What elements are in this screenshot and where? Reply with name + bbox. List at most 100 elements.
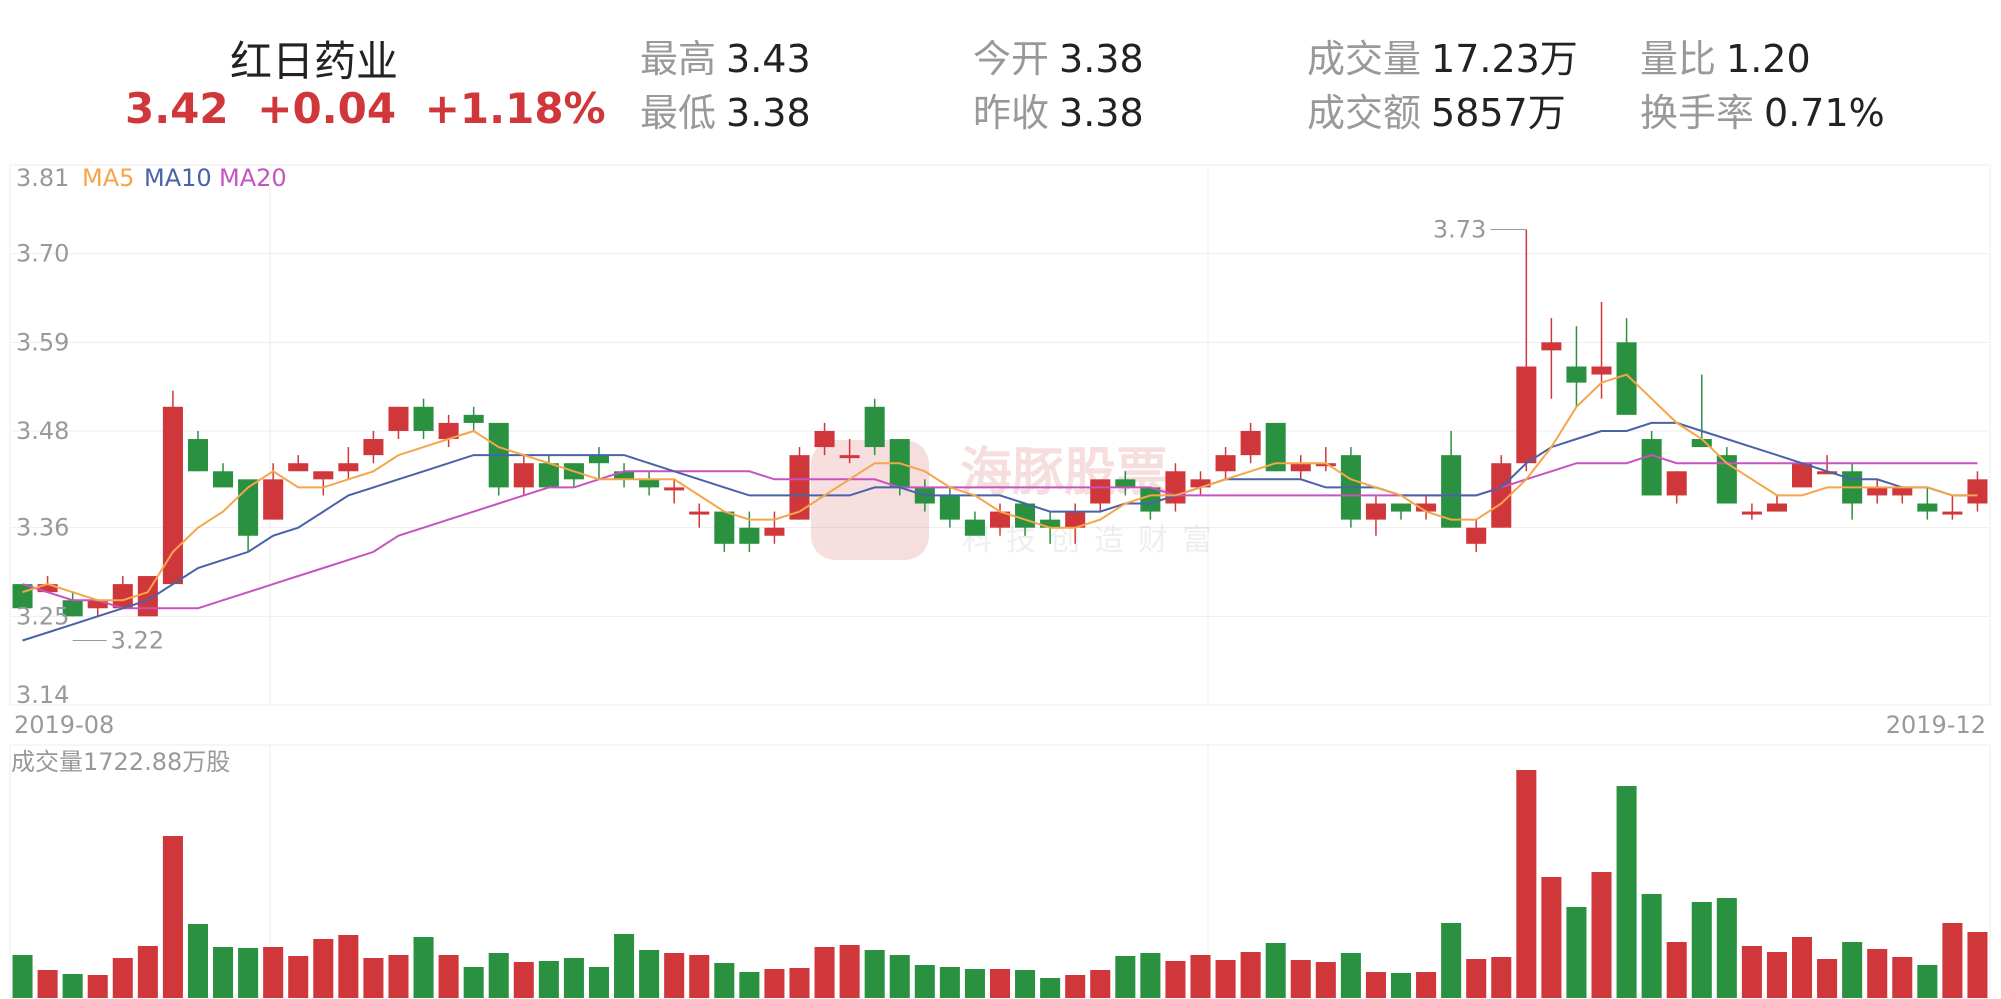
candle-body — [1766, 503, 1787, 512]
candle-body — [1365, 503, 1386, 520]
volume-bar — [137, 946, 158, 998]
volume-bar — [1441, 923, 1462, 998]
stat-open-value: 3.38 — [1059, 37, 1144, 81]
candle — [1842, 463, 1863, 520]
candle — [714, 511, 735, 552]
candle-body — [187, 439, 208, 472]
volume-bar — [614, 934, 635, 998]
volume-bar — [1817, 959, 1838, 998]
candle-body — [789, 455, 810, 520]
candle-body — [1741, 511, 1762, 515]
volume-bar — [1641, 894, 1662, 998]
price-quote: 3.42 +0.04 +1.18% — [125, 84, 620, 133]
volume-bar — [1340, 953, 1361, 998]
volume-bar — [87, 975, 108, 998]
volume-bar — [939, 967, 960, 998]
candle-body — [87, 600, 108, 609]
candle — [1240, 422, 1261, 464]
stat-open: 今开 3.38 — [973, 28, 1144, 83]
candle-body — [1967, 479, 1988, 504]
candle — [588, 447, 610, 480]
candle-body — [1441, 455, 1462, 528]
x-label-end: 2019-12 — [1886, 711, 1986, 739]
candle-body — [538, 463, 559, 488]
stat-volume-ratio: 量比 1.20 — [1640, 28, 1811, 83]
current-price: 3.42 — [125, 84, 229, 133]
candle — [789, 447, 810, 520]
stat-turnover-amount: 成交额 5857万 — [1307, 82, 1566, 137]
candle-body — [363, 439, 384, 456]
candle — [137, 576, 158, 617]
candle — [1566, 326, 1587, 407]
volume-bar — [1716, 898, 1737, 998]
candle — [1541, 318, 1562, 399]
volume-bar — [639, 950, 660, 998]
volume-bar — [739, 972, 760, 998]
volume-bar — [1616, 786, 1637, 998]
candle — [563, 463, 584, 488]
volume-bar — [513, 962, 534, 998]
candle — [513, 455, 534, 496]
candle — [288, 455, 309, 472]
candle-body — [739, 527, 760, 544]
candle-body — [1591, 366, 1612, 375]
price-panel-border — [9, 164, 1991, 706]
y-tick-label: 3.70 — [16, 240, 69, 268]
stock-name: 红日药业 — [230, 37, 399, 86]
candle — [939, 487, 960, 528]
candle — [1691, 374, 1712, 448]
candle-body — [1040, 519, 1061, 528]
candle — [263, 463, 284, 520]
volume-bar — [338, 935, 359, 998]
volume-bar — [864, 950, 885, 998]
candle — [964, 511, 985, 536]
candle-body — [438, 422, 459, 440]
candle — [187, 430, 208, 472]
stat-high: 最高 3.43 — [640, 28, 811, 83]
volume-bar — [1942, 923, 1963, 998]
stat-volume-label: 成交量 — [1307, 37, 1422, 81]
volume-bar — [187, 924, 208, 998]
candles — [12, 229, 1988, 617]
volume-bar — [1541, 877, 1562, 998]
stat-prev-close-label: 昨收 — [973, 91, 1050, 135]
volume-bar — [1090, 970, 1111, 998]
volume-bar — [1190, 955, 1211, 998]
candle-body — [1541, 342, 1562, 351]
volume-bar — [1390, 973, 1412, 998]
volume-bar — [1591, 872, 1612, 998]
candle — [1365, 495, 1386, 536]
volume-bar — [789, 968, 810, 998]
candle-body — [1566, 366, 1587, 383]
volume-title: 成交量1722.88万股 — [11, 748, 230, 776]
y-tick-label: 3.36 — [16, 514, 69, 542]
candle — [1190, 471, 1211, 496]
volume-bar — [1792, 937, 1813, 998]
volume-bar — [62, 974, 83, 998]
candle — [463, 406, 484, 431]
candle — [388, 406, 409, 440]
candle — [639, 471, 660, 496]
candle-body — [1616, 342, 1637, 415]
volume-bar — [764, 969, 785, 998]
volume-bar — [313, 939, 334, 998]
volume-bar — [814, 947, 835, 998]
candle-body — [1140, 487, 1161, 512]
candle — [112, 576, 133, 609]
candle-body — [1666, 471, 1687, 496]
volume-bar — [1691, 902, 1712, 998]
volume-bar — [1892, 957, 1913, 998]
y-tick-label: 3.14 — [16, 681, 69, 709]
candle — [488, 422, 509, 496]
candle — [989, 503, 1011, 536]
volume-bar — [689, 955, 710, 998]
volume-bar — [1842, 942, 1863, 998]
candle-body — [1942, 511, 1963, 515]
candle — [689, 503, 710, 528]
watermark-logo-icon — [811, 440, 929, 560]
candle-body — [1215, 455, 1236, 472]
stat-turnover-rate-label: 换手率 — [1640, 91, 1755, 135]
candle-body — [689, 511, 710, 515]
volume-bar — [1215, 960, 1236, 998]
